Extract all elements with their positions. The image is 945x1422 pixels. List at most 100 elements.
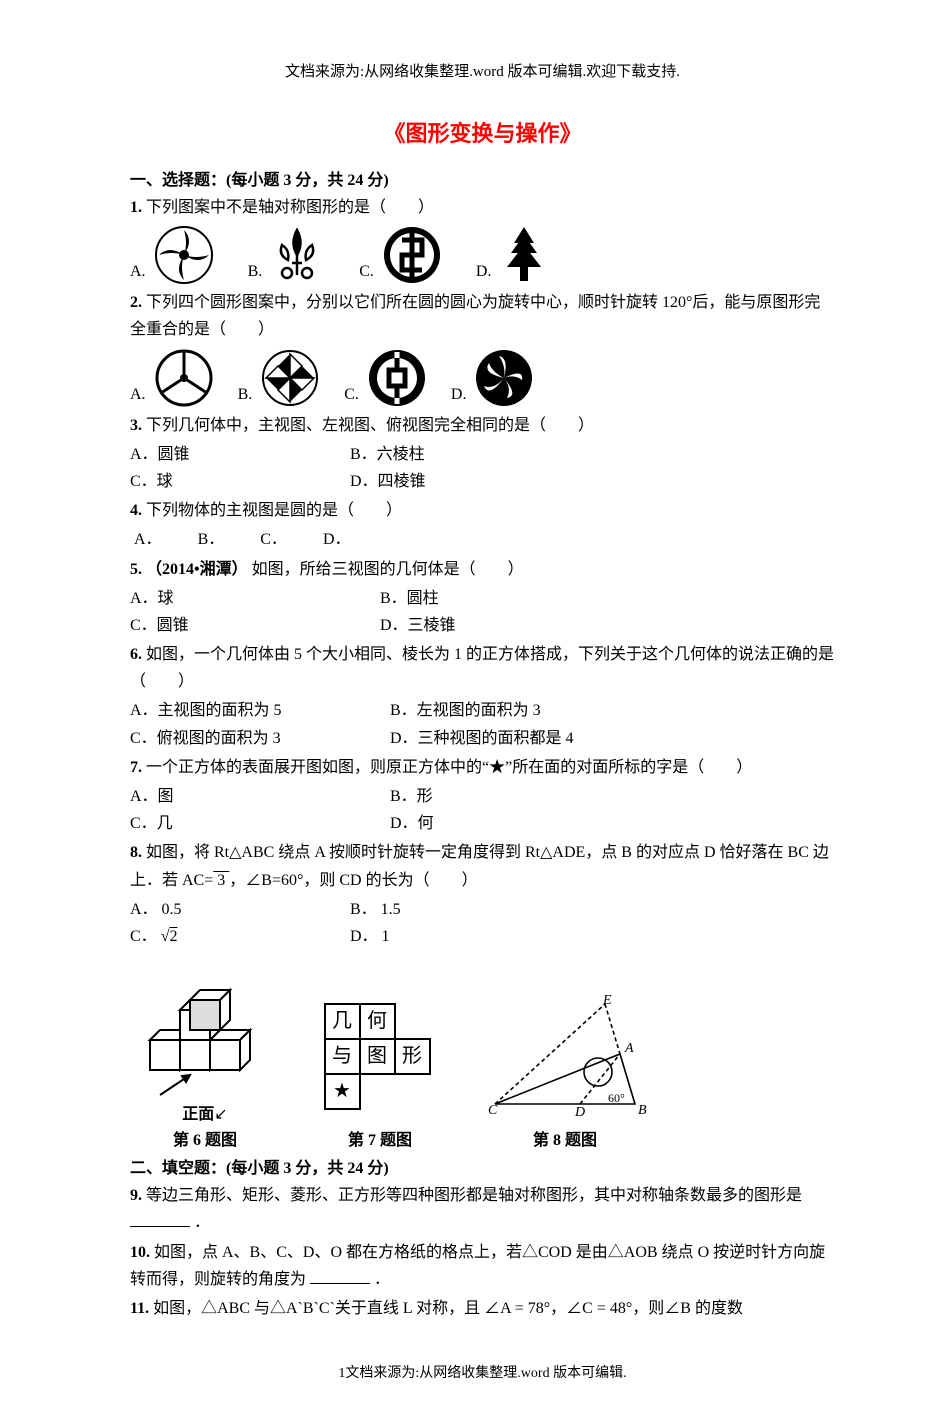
q5-options: A．球 B．圆柱 C．圆锥 D．三棱锥 xyxy=(130,585,835,639)
question-4: 4. 下列物体的主视图是圆的是（ ） xyxy=(130,497,835,524)
q8-opt-d: D． 1 xyxy=(350,923,835,950)
three-spoke-icon xyxy=(154,348,214,408)
q10-text-before: 如图，点 A、B、C、D、O 都在方格纸的格点上，若△COD 是由△AOB 绕点… xyxy=(130,1244,825,1288)
document-page: 文档来源为:从网络收集整理.word 版本可编辑.欢迎下载支持. 《图形变换与操… xyxy=(0,0,945,1422)
q6-opt-c: C．俯视图的面积为 3 xyxy=(130,725,390,752)
q6-number: 6. xyxy=(130,646,142,663)
q3-opt-c: C．球 xyxy=(130,468,350,495)
q7-text: 一个正方体的表面展开图如图，则原正方体中的“★”所在面的对面所标的字是（ ） xyxy=(146,759,752,776)
q1-text: 下列图案中不是轴对称图形的是（ ） xyxy=(146,199,434,216)
q2-text: 下列四个圆形图案中，分别以它们所在圆的圆心为旋转中心，顺时针旋转 120°后，能… xyxy=(130,294,820,338)
q1-opt-d-label: D. xyxy=(476,263,496,285)
q8-opt-c: C． √2 xyxy=(130,923,350,950)
q11-text-before: 如图，△ABC 与△A`B`C`关于直线 L 对称，且 ∠A = 78°，∠C … xyxy=(153,1300,743,1317)
section-1-heading: 一、选择题：(每小题 3 分，共 24 分) xyxy=(130,166,835,190)
q8-label-c: C xyxy=(488,1103,498,1118)
net-cell-mid-left: 与 xyxy=(332,1044,352,1067)
q3-opt-d: D．四棱锥 xyxy=(350,468,835,495)
q4-options: A． B． C． D． xyxy=(130,526,835,553)
q1-number: 1. xyxy=(130,199,142,216)
net-cell-mid-center: 图 xyxy=(367,1045,387,1067)
q4-opt-c: C． xyxy=(260,531,287,548)
q7-opt-b: B．形 xyxy=(390,783,835,810)
q2-opt-a-label: A. xyxy=(130,386,150,408)
q9-blank[interactable] xyxy=(130,1210,190,1227)
q5-number: 5. xyxy=(130,561,142,578)
q8-opt-b: B． 1.5 xyxy=(350,896,835,923)
fleur-de-lis-icon xyxy=(270,225,325,285)
cubes-3d-icon xyxy=(130,960,280,1100)
q8-sqrt3: 3 xyxy=(213,872,229,889)
pinwheel-icon xyxy=(260,348,320,408)
figure-q7-caption: 第 7 题图 xyxy=(310,1126,450,1150)
tree-icon xyxy=(499,225,549,285)
footer-note: 1文档来源为:从网络收集整理.word 版本可编辑. xyxy=(130,1362,835,1382)
q3-opt-a: A．圆锥 xyxy=(130,441,350,468)
q7-options: A．图 B．形 C．几 D．何 xyxy=(130,783,835,837)
q8-label-b: B xyxy=(638,1103,647,1118)
q9-text-before: 等边三角形、矩形、菱形、正方形等四种图形都是轴对称图形，其中对称轴条数最多的图形… xyxy=(146,1187,802,1204)
q8-label-a: A xyxy=(624,1041,634,1056)
question-9: 9. 等边三角形、矩形、菱形、正方形等四种图形都是轴对称图形，其中对称轴条数最多… xyxy=(130,1182,835,1236)
q1-opt-a-label: A. xyxy=(130,263,150,285)
question-6: 6. 如图，一个几何体由 5 个大小相同、棱长为 1 的正方体搭成，下列关于这个… xyxy=(130,641,835,695)
question-8: 8. 如图，将 Rt△ABC 绕点 A 按顺时针旋转一定角度得到 Rt△ADE，… xyxy=(130,839,835,893)
q5-opt-d: D．三棱锥 xyxy=(380,612,835,639)
q7-opt-c: C．几 xyxy=(130,810,390,837)
q4-opt-a: A． xyxy=(134,531,162,548)
figure-q8: E A C D B 60° 第 8 题图 xyxy=(480,994,650,1150)
q5-prefix: （2014•湘潭） xyxy=(146,561,248,578)
q5-opt-c: C．圆锥 xyxy=(130,612,380,639)
q5-opt-b: B．圆柱 xyxy=(380,585,835,612)
q7-opt-a: A．图 xyxy=(130,783,390,810)
rotational-swirl-icon xyxy=(154,225,214,285)
question-5: 5. （2014•湘潭） 如图，所给三视图的几何体是（ ） xyxy=(130,556,835,583)
q3-opt-b: B．六棱柱 xyxy=(350,441,835,468)
bank-logo-icon xyxy=(382,225,442,285)
question-1: 1. 下列图案中不是轴对称图形的是（ ） xyxy=(130,194,835,221)
section-2-heading: 二、填空题：(每小题 3 分，共 24 分) xyxy=(130,1154,835,1178)
q9-text-after: ． xyxy=(194,1214,210,1231)
q2-options: A. B. xyxy=(130,348,835,408)
q11-number: 11. xyxy=(130,1300,149,1317)
bauhinia-flower-icon xyxy=(474,348,534,408)
q4-text: 下列物体的主视图是圆的是（ ） xyxy=(146,502,402,519)
q2-opt-c-label: C. xyxy=(344,386,363,408)
q6-opt-a: A．主视图的面积为 5 xyxy=(130,697,390,724)
q3-text: 下列几何体中，主视图、左视图、俯视图完全相同的是（ ） xyxy=(146,417,594,434)
q8-number: 8. xyxy=(130,844,142,861)
q4-opt-d: D． xyxy=(323,531,351,548)
q8-text-mid: ，∠B=60°，则 CD 的长为（ ） xyxy=(229,872,477,889)
q2-opt-d-label: D. xyxy=(451,386,471,408)
figures-row: 正面↙ 第 6 题图 几 何 与 图 形 ★ xyxy=(130,960,835,1150)
q1-opt-b-label: B. xyxy=(248,263,267,285)
q3-number: 3. xyxy=(130,417,142,434)
question-2: 2. 下列四个圆形图案中，分别以它们所在圆的圆心为旋转中心，顺时针旋转 120°… xyxy=(130,289,835,343)
triangle-rotation-icon: E A C D B 60° xyxy=(480,994,650,1124)
q7-opt-d: D．何 xyxy=(390,810,835,837)
q4-opt-b: B． xyxy=(198,531,225,548)
q8-label-d: D xyxy=(574,1105,585,1120)
header-note: 文档来源为:从网络收集整理.word 版本可编辑.欢迎下载支持. xyxy=(130,60,835,81)
cube-net-icon: 几 何 与 图 形 ★ xyxy=(310,994,450,1124)
question-7: 7. 一个正方体的表面展开图如图，则原正方体中的“★”所在面的对面所标的字是（ … xyxy=(130,754,835,781)
q6-opt-b: B．左视图的面积为 3 xyxy=(390,697,835,724)
question-10: 10. 如图，点 A、B、C、D、O 都在方格纸的格点上，若△COD 是由△AO… xyxy=(130,1239,835,1293)
q5-opt-a: A．球 xyxy=(130,585,380,612)
q10-blank[interactable] xyxy=(310,1267,370,1284)
figure-q7: 几 何 与 图 形 ★ 第 7 题图 xyxy=(310,994,450,1150)
figure-q6: 正面↙ 第 6 题图 xyxy=(130,960,280,1150)
net-cell-top-right: 何 xyxy=(367,1009,387,1032)
document-title: 《图形变换与操作》 xyxy=(130,116,835,148)
q8-opt-a: A． 0.5 xyxy=(130,896,350,923)
question-11: 11. 如图，△ABC 与△A`B`C`关于直线 L 对称，且 ∠A = 78°… xyxy=(130,1295,835,1322)
q8-label-angle: 60° xyxy=(608,1091,625,1105)
q6-text: 如图，一个几何体由 5 个大小相同、棱长为 1 的正方体搭成，下列关于这个几何体… xyxy=(130,646,834,690)
q1-options: A. B. xyxy=(130,225,835,285)
question-3: 3. 下列几何体中，主视图、左视图、俯视图完全相同的是（ ） xyxy=(130,412,835,439)
figure-q6-caption: 第 6 题图 xyxy=(130,1126,280,1150)
q5-text: 如图，所给三视图的几何体是（ ） xyxy=(252,561,524,578)
q6-options: A．主视图的面积为 5 B．左视图的面积为 3 C．俯视图的面积为 3 D．三种… xyxy=(130,697,835,751)
net-cell-top-left: 几 xyxy=(332,1010,352,1032)
q1-opt-c-label: C. xyxy=(359,263,378,285)
